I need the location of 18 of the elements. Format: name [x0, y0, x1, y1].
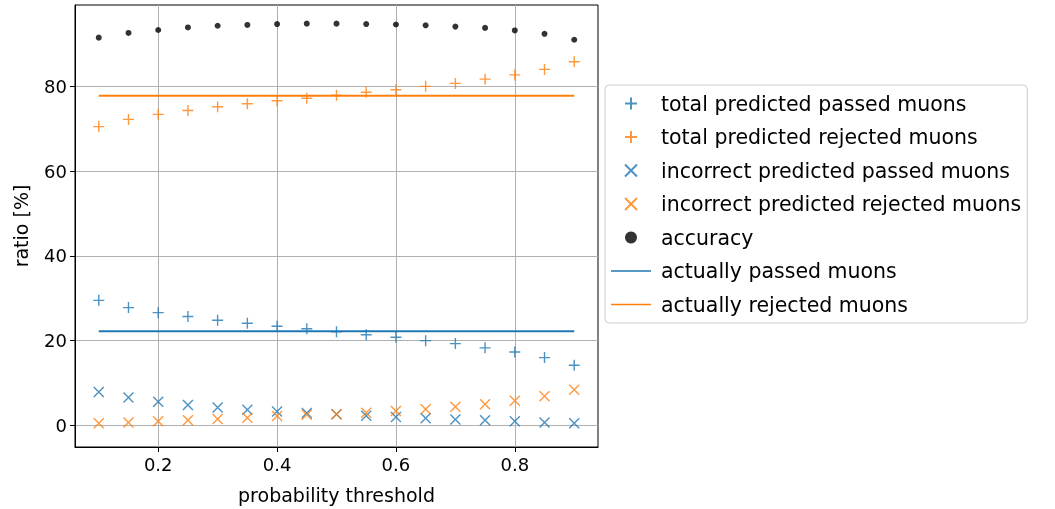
y-axis-title: ratio [%] [9, 184, 32, 268]
y-tick-label: 60 [44, 160, 67, 182]
x-tick-label: 0.4 [262, 453, 292, 475]
legend-label: accuracy [661, 225, 754, 250]
legend-label: total predicted passed muons [661, 91, 967, 116]
legend-label: actually rejected muons [661, 292, 908, 317]
legend-label: incorrect predicted rejected muons [661, 192, 1022, 216]
x-tick-label: 0.8 [500, 453, 530, 475]
x-tick-label: 0.2 [143, 453, 173, 475]
y-tick-label: 40 [44, 245, 67, 267]
y-tick-label: 0 [55, 414, 67, 436]
y-tick-label: 20 [44, 330, 67, 352]
legend-label: actually passed muons [661, 259, 897, 283]
y-tick-label: 80 [44, 75, 67, 97]
legend-label: incorrect predicted passed muons [661, 158, 1011, 183]
legend-label: total predicted rejected muons [661, 125, 978, 149]
x-axis-title: probability threshold [238, 483, 435, 506]
x-tick-label: 0.6 [381, 453, 411, 475]
